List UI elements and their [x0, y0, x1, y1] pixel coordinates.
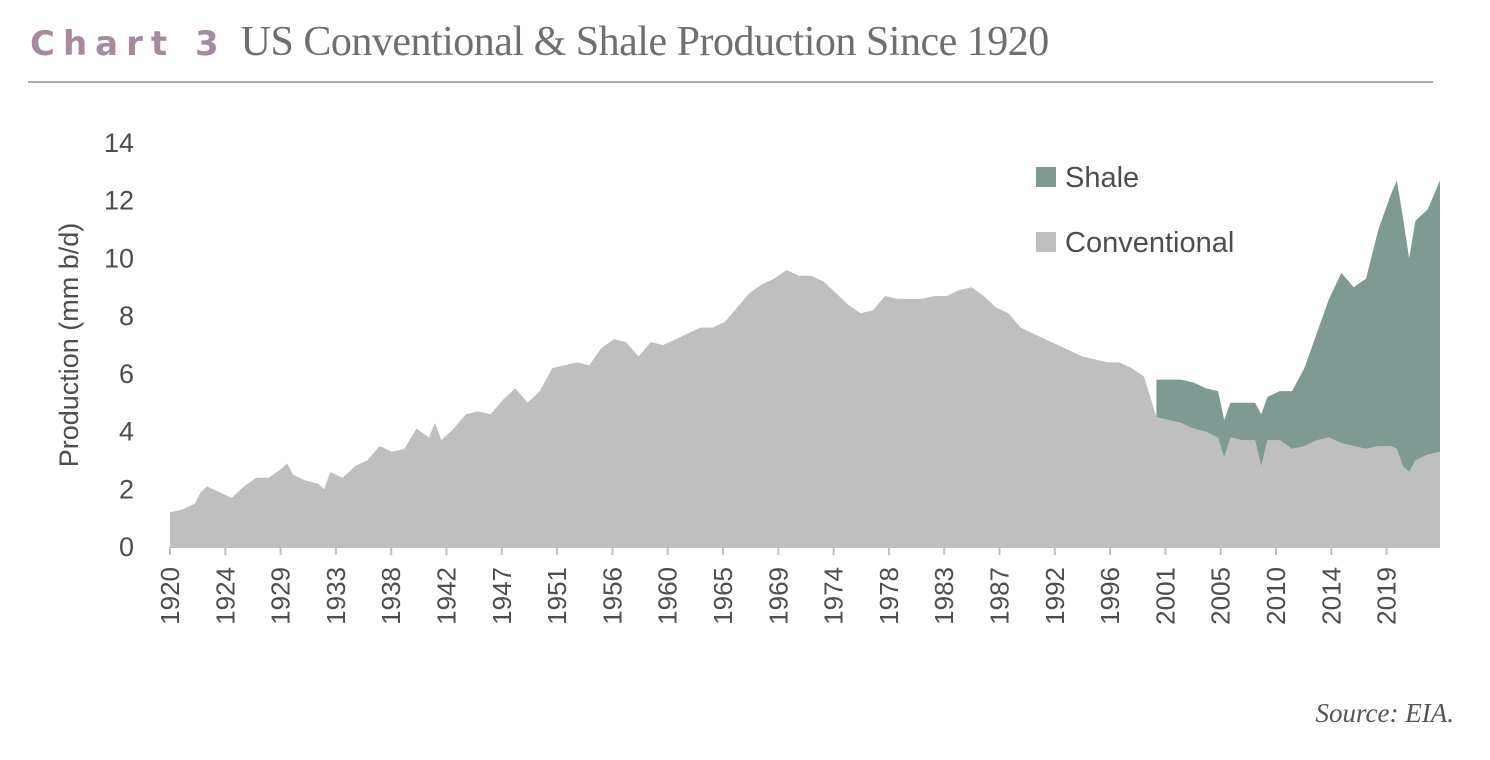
x-tick-label: 1965	[708, 567, 738, 625]
x-tick-label: 1978	[874, 567, 904, 625]
x-tick-label: 1996	[1095, 567, 1125, 625]
y-tick-label: 10	[104, 243, 134, 273]
x-tick-label: 1933	[321, 567, 351, 625]
x-tick-label: 1956	[597, 567, 627, 625]
header-divider	[28, 81, 1433, 83]
chart-header: Chart 3 US Conventional & Shale Producti…	[30, 18, 1049, 70]
legend-label-shale: Shale	[1065, 162, 1139, 194]
x-tick-label: 1960	[653, 567, 683, 625]
x-tick-label: 1920	[155, 567, 185, 625]
source-note: Source: EIA.	[1315, 698, 1454, 728]
x-tick-label: 1924	[210, 567, 240, 625]
x-tick-label: 1987	[985, 567, 1015, 625]
x-tick-label: 2019	[1372, 567, 1402, 625]
x-tick-label: 1947	[487, 567, 517, 625]
x-tick-label: 1929	[266, 567, 296, 625]
legend-label-conventional: Conventional	[1065, 227, 1234, 259]
chart-title: US Conventional & Shale Production Since…	[240, 19, 1050, 65]
legend-swatch-shale	[1036, 167, 1056, 187]
y-tick-label: 6	[119, 359, 134, 389]
x-tick-label: 2001	[1150, 567, 1180, 625]
series-area-conventional	[170, 269, 1440, 547]
x-tick-label: 1938	[376, 567, 406, 625]
y-tick-label: 8	[119, 301, 134, 331]
x-tick-label: 2005	[1206, 567, 1236, 625]
x-tick-label: 1983	[929, 567, 959, 625]
x-tick-label: 1992	[1040, 567, 1070, 625]
plot-areas	[170, 180, 1440, 547]
x-tick-label: 2014	[1316, 567, 1346, 625]
x-tick-label: 1942	[432, 567, 462, 625]
y-axis-label: Production (mm b/d)	[54, 223, 84, 468]
series-area-shale	[1156, 180, 1440, 472]
y-tick-label: 12	[104, 186, 134, 216]
chart-number-label: Chart 3	[30, 24, 227, 64]
legend-swatch-conventional	[1036, 232, 1056, 252]
x-tick-label: 1969	[763, 567, 793, 625]
y-tick-label: 0	[119, 532, 134, 562]
x-axis-ticks: 1920 1924 1929 1933 1938 1942 1947 1951 1956 1960…	[155, 547, 1402, 625]
x-tick-label: 2010	[1261, 567, 1291, 625]
x-tick-label: 1974	[819, 567, 849, 625]
y-tick-label: 14	[104, 128, 134, 158]
legend-item-conventional: Conventional	[1036, 227, 1234, 259]
production-chart: 1920 1924 1929 1933 1938 1942 1947 1951 1956 1960…	[54, 128, 1440, 625]
y-tick-label: 4	[119, 417, 134, 447]
legend-item-shale: Shale	[1036, 162, 1139, 194]
legend: Shale Conventional	[1036, 162, 1234, 259]
y-axis-ticks: 0 2 4 6 8 10 12 14	[104, 128, 134, 562]
x-tick-label: 1951	[542, 567, 572, 625]
y-tick-label: 2	[119, 474, 134, 504]
